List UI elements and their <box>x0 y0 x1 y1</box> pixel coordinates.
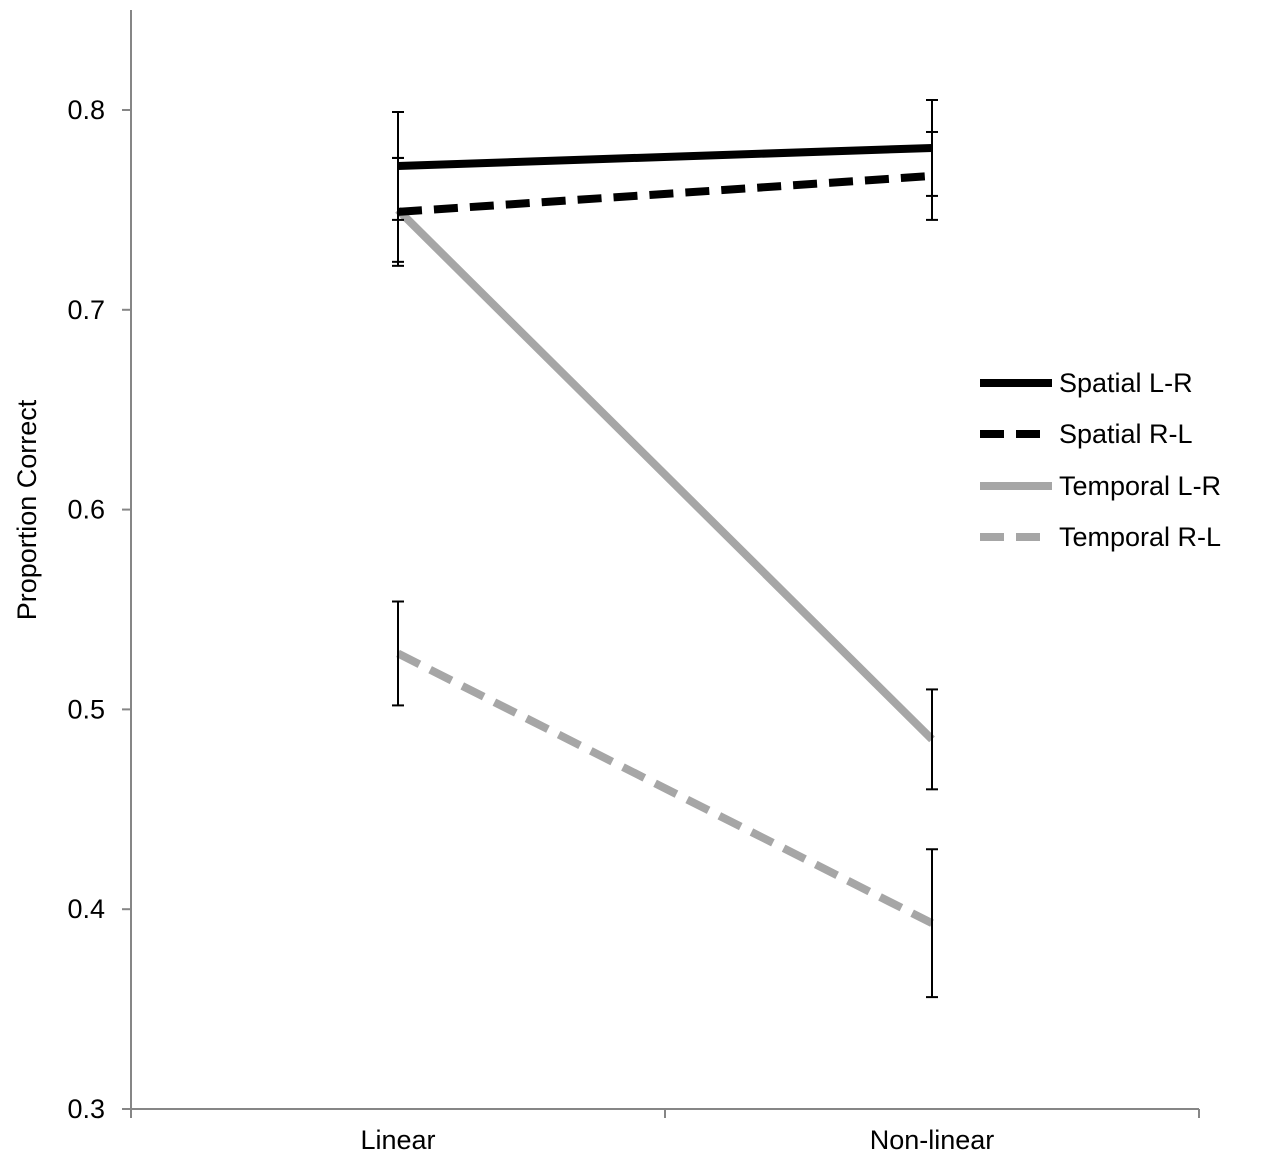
legend: Spatial L-R Spatial R-L Temporal L-R Tempor… <box>980 368 1221 552</box>
series-line-0 <box>397 143 933 170</box>
error-bar <box>392 600 404 707</box>
error-bar <box>926 130 938 221</box>
legend-item: Spatial R-L <box>980 419 1193 449</box>
legend-label: Spatial L-R <box>1059 368 1193 398</box>
x-tick-label: Linear <box>360 1125 435 1154</box>
legend-item: Temporal L-R <box>980 471 1221 501</box>
y-tick-label: 0.5 <box>67 694 105 724</box>
error-bars <box>392 99 938 999</box>
legend-label: Spatial R-L <box>1059 419 1193 449</box>
legend-label: Temporal L-R <box>1059 471 1221 501</box>
legend-item: Spatial L-R <box>980 368 1193 398</box>
x-tick-label: Non-linear <box>870 1125 995 1154</box>
y-axis-title: Proportion Correct <box>12 399 42 620</box>
series-lines <box>395 143 935 927</box>
series-line-1 <box>397 171 933 216</box>
y-tick-label: 0.7 <box>67 295 105 325</box>
y-tick-label: 0.6 <box>67 495 105 525</box>
legend-label: Temporal R-L <box>1059 522 1221 552</box>
error-bar <box>926 688 938 791</box>
error-bar <box>392 156 404 263</box>
axes: 0.3 0.4 0.5 0.6 0.7 0.8 Linear Non-linear Prop… <box>12 10 1200 1154</box>
series-line-2 <box>395 207 935 743</box>
series-line-3 <box>396 649 934 927</box>
y-tick-label: 0.4 <box>67 894 105 924</box>
error-bar <box>926 848 938 999</box>
y-tick-label: 0.8 <box>67 95 105 125</box>
y-ticks: 0.3 0.4 0.5 0.6 0.7 0.8 <box>67 95 131 1124</box>
y-tick-label: 0.3 <box>67 1094 105 1124</box>
x-ticks: Linear Non-linear <box>130 1109 1200 1154</box>
legend-item: Temporal R-L <box>980 522 1221 552</box>
